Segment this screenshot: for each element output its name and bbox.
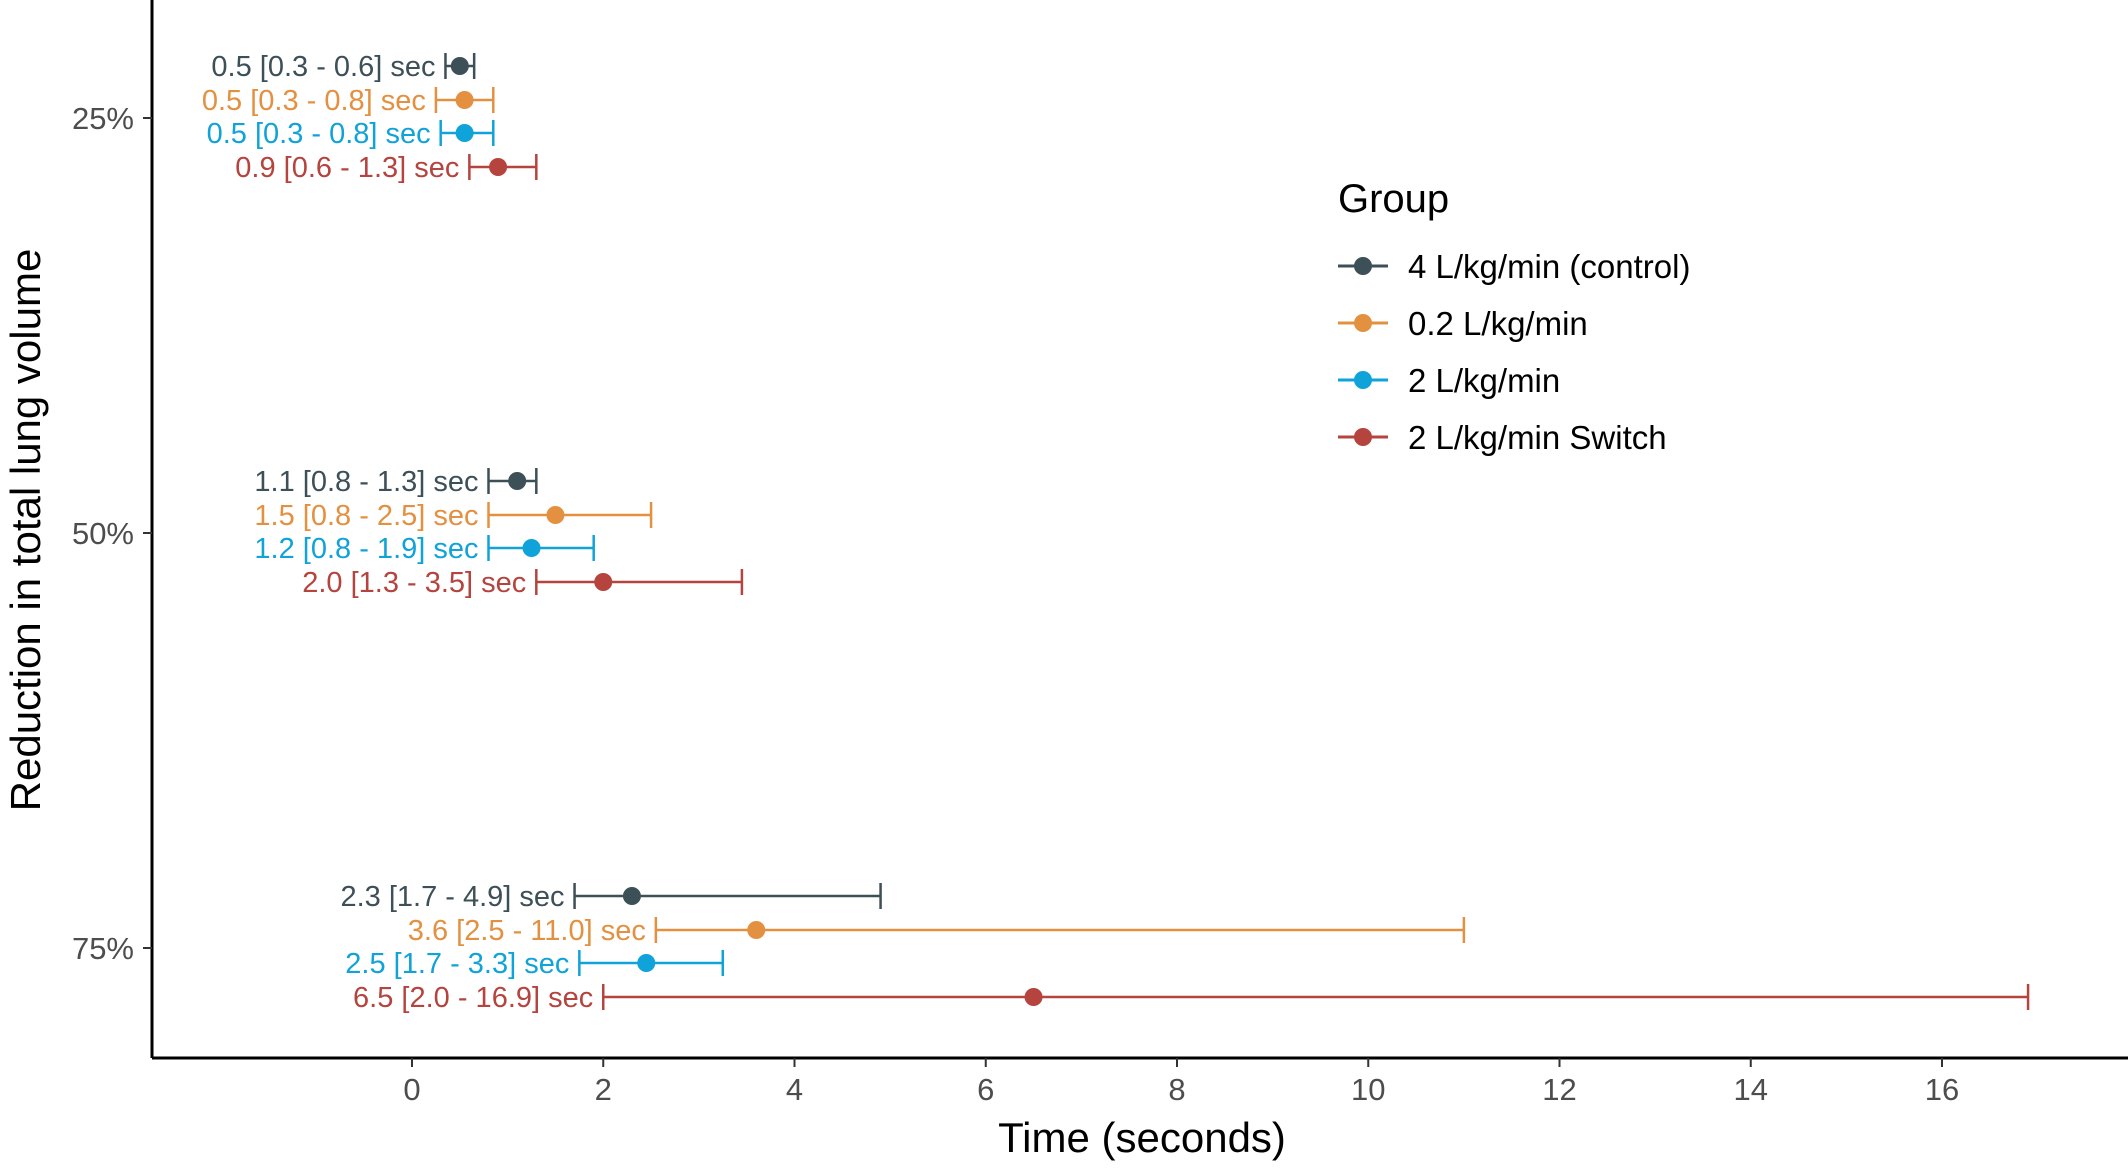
x-tick-label: 4 <box>786 1072 803 1107</box>
legend-label: 0.2 L/kg/min <box>1408 305 1588 342</box>
series-0: 0.5 [0.3 - 0.6] sec 1.1 [0.8 - 1.3] sec 2.… <box>211 51 882 913</box>
data-point <box>1024 988 1043 1006</box>
legend-item: 4 L/kg/min (control) <box>1338 248 1690 285</box>
legend: Group 4 L/kg/min (control) 0.2 L/kg/min 2 … <box>1338 177 1690 456</box>
x-tick-label: 2 <box>595 1072 612 1107</box>
axes <box>150 0 2128 1060</box>
y-tick-label: 50% <box>72 516 134 551</box>
series-marks: 0.5 [0.3 - 0.6] sec 1.1 [0.8 - 1.3] sec 2.… <box>202 51 2030 1014</box>
data-point <box>522 539 541 557</box>
x-ticks: 0 2 4 6 8 10 12 14 16 <box>403 1058 1959 1107</box>
data-label: 1.1 [0.8 - 1.3] sec <box>254 466 478 498</box>
legend-item: 0.2 L/kg/min <box>1338 305 1588 342</box>
data-label: 0.5 [0.3 - 0.8] sec <box>207 118 431 150</box>
legend-key-point <box>1354 257 1372 275</box>
series-1: 0.5 [0.3 - 0.8] sec 1.5 [0.8 - 2.5] sec 3.… <box>202 85 1466 947</box>
data-point <box>455 124 474 142</box>
data-label: 1.5 [0.8 - 2.5] sec <box>254 500 478 532</box>
x-tick-label: 0 <box>403 1072 420 1107</box>
legend-key-point <box>1354 314 1372 332</box>
data-point <box>450 57 469 75</box>
x-tick-label: 10 <box>1351 1072 1385 1107</box>
x-tick-label: 12 <box>1542 1072 1576 1107</box>
x-tick-label: 16 <box>1925 1072 1959 1107</box>
data-point <box>455 91 474 109</box>
legend-item: 2 L/kg/min Switch <box>1338 419 1667 456</box>
y-ticks: 25% 50% 75% <box>72 101 152 966</box>
data-label: 1.2 [0.8 - 1.9] sec <box>254 533 478 565</box>
legend-items: 4 L/kg/min (control) 0.2 L/kg/min 2 L/kg/m… <box>1338 248 1690 456</box>
data-label: 2.3 [1.7 - 4.9] sec <box>340 881 564 913</box>
y-tick-label: 25% <box>72 101 134 136</box>
x-tick-label: 14 <box>1734 1072 1768 1107</box>
data-point <box>637 954 656 972</box>
data-label: 0.5 [0.3 - 0.8] sec <box>202 85 426 117</box>
legend-label: 4 L/kg/min (control) <box>1408 248 1690 285</box>
data-label: 2.5 [1.7 - 3.3] sec <box>345 948 569 980</box>
legend-label: 2 L/kg/min Switch <box>1408 419 1667 456</box>
y-axis-title: Reduction in total lung volume <box>2 249 49 812</box>
series-3: 0.9 [0.6 - 1.3] sec 2.0 [1.3 - 3.5] sec 6.… <box>235 152 2030 1014</box>
legend-key-point <box>1354 428 1372 446</box>
data-point <box>622 887 641 905</box>
data-label: 0.9 [0.6 - 1.3] sec <box>235 152 459 184</box>
data-point <box>489 158 508 176</box>
data-label: 2.0 [1.3 - 3.5] sec <box>302 567 526 599</box>
legend-title: Group <box>1338 177 1449 221</box>
data-point <box>747 921 766 939</box>
data-label: 0.5 [0.3 - 0.6] sec <box>211 51 435 83</box>
data-point <box>508 472 527 490</box>
legend-label: 2 L/kg/min <box>1408 362 1560 399</box>
legend-key-point <box>1354 371 1372 389</box>
y-tick-label: 75% <box>72 931 134 966</box>
legend-item: 2 L/kg/min <box>1338 362 1560 399</box>
x-tick-label: 6 <box>977 1072 994 1107</box>
x-tick-label: 8 <box>1168 1072 1185 1107</box>
data-label: 6.5 [2.0 - 16.9] sec <box>353 982 593 1014</box>
x-axis-title: Time (seconds) <box>998 1114 1286 1161</box>
data-label: 3.6 [2.5 - 11.0] sec <box>408 915 646 947</box>
data-point <box>546 506 565 524</box>
data-point <box>594 573 613 591</box>
